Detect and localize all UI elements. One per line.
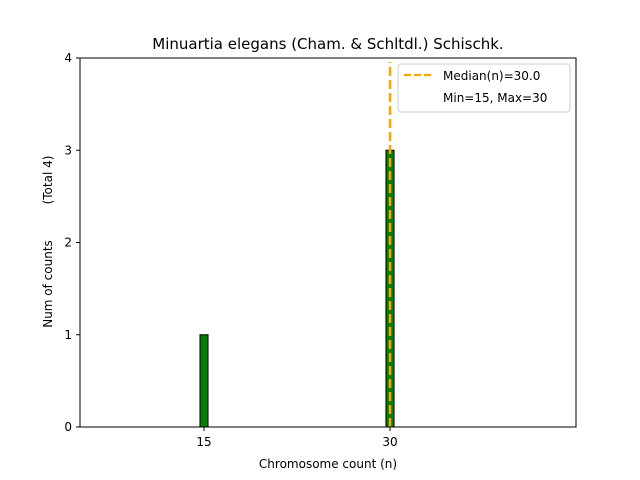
y-tick-label: 4 (64, 51, 72, 65)
bars-layer (80, 149, 421, 428)
y-axis-ticks: 0 1 2 3 4 (64, 51, 80, 434)
chart-title: Minuartia elegans (Cham. & Schltdl.) Sch… (152, 35, 503, 53)
y-axis-total-label: (Total 4) (41, 156, 55, 205)
y-axis-label: Num of counts (41, 240, 55, 328)
x-axis-ticks: 15 30 (196, 427, 398, 449)
y-tick-label: 2 (64, 236, 72, 250)
y-tick-label: 3 (64, 143, 72, 157)
histogram-bar-15 (199, 334, 209, 428)
y-tick-label: 0 (64, 420, 72, 434)
legend-minmax-label: Min=15, Max=30 (443, 91, 547, 105)
x-axis-label: Chromosome count (n) (259, 457, 397, 471)
x-tick-label: 15 (196, 435, 211, 449)
x-tick-label: 30 (382, 435, 397, 449)
y-tick-label: 1 (64, 328, 72, 342)
plot-frame (79, 57, 577, 428)
legend: Median(n)=30.0 Min=15, Max=30 (397, 63, 571, 113)
legend-box (397, 63, 571, 113)
legend-median-label: Median(n)=30.0 (443, 69, 540, 83)
